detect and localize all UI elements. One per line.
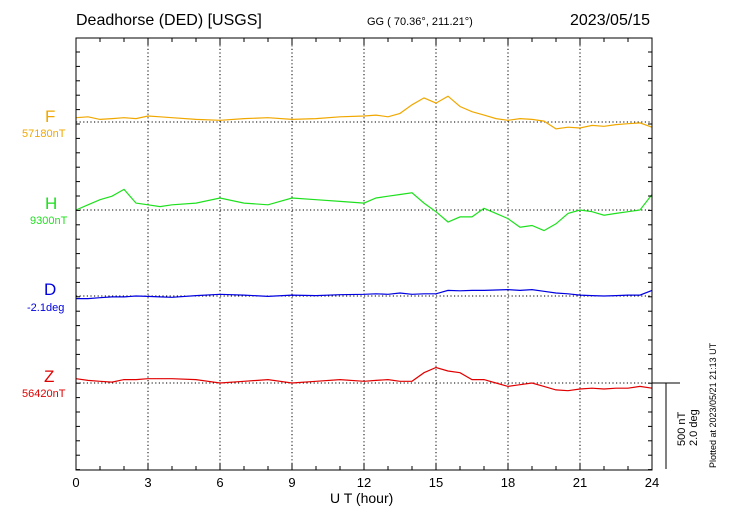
label-f: F <box>45 107 56 126</box>
x-tick-label-21: 21 <box>573 475 587 490</box>
baseline-z: 56420nT <box>22 388 66 400</box>
trace-f <box>75 95 653 130</box>
grid-lines <box>147 38 581 470</box>
x-tick-label-18: 18 <box>501 475 515 490</box>
tick-marks: 0 3 6 9 12 15 18 21 24 <box>72 38 659 490</box>
trace-z <box>75 366 653 392</box>
station-title: Deadhorse (DED) [USGS] <box>76 12 262 29</box>
scale-bar <box>652 382 680 469</box>
label-h: H <box>45 194 58 213</box>
x-tick-label-3: 3 <box>144 475 151 490</box>
scale-nt-label: 500 nT <box>676 411 688 446</box>
x-tick-label-15: 15 <box>429 475 443 490</box>
traces <box>75 95 653 392</box>
baseline-f: 57180nT <box>22 128 66 140</box>
label-z: Z <box>44 367 55 386</box>
baseline-lines <box>76 121 652 384</box>
station-coords: GG ( 70.36°, 211.21°) <box>367 16 473 28</box>
x-axis-label: U T (hour) <box>330 490 394 506</box>
label-d: D <box>44 280 57 299</box>
baseline-h: 9300nT <box>30 215 68 227</box>
x-tick-label-24: 24 <box>645 475 659 490</box>
x-tick-label-6: 6 <box>216 475 223 490</box>
x-tick-label-0: 0 <box>72 475 79 490</box>
plotted-timestamp: Plotted at 2023/05/21 21:13 UT <box>708 342 718 468</box>
plot-date: 2023/05/15 <box>570 12 651 29</box>
trace-d <box>76 288 653 300</box>
x-tick-label-12: 12 <box>357 475 371 490</box>
baseline-d: -2.1deg <box>27 302 65 314</box>
scale-deg-label: 2.0 deg <box>688 409 700 446</box>
x-tick-label-9: 9 <box>288 475 295 490</box>
trace-h <box>75 188 653 232</box>
